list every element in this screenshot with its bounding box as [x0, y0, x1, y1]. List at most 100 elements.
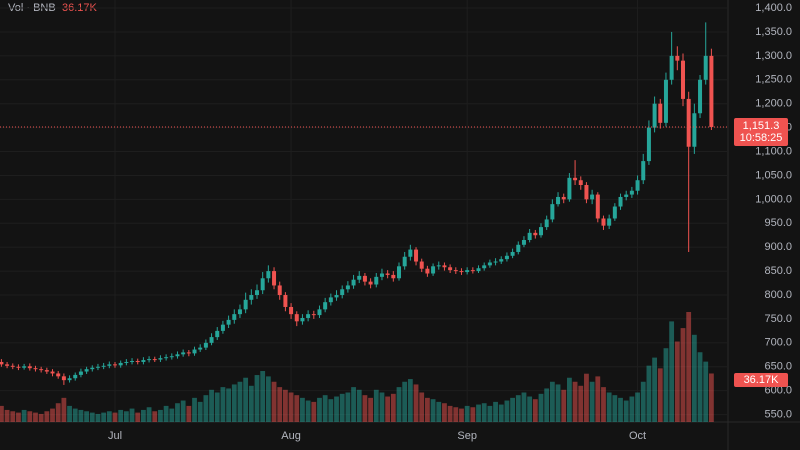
candle-body: [663, 79, 668, 123]
volume-bar: [89, 412, 95, 422]
volume-bar: [510, 397, 515, 422]
candle-body: [436, 265, 441, 267]
candle-body: [374, 276, 379, 285]
volume-bar: [419, 392, 425, 422]
volume-bar: [61, 397, 67, 422]
candle-body: [237, 309, 242, 315]
volume-bar: [396, 387, 402, 422]
candle-body: [402, 256, 407, 267]
volume-bar: [618, 397, 623, 422]
volume-bar: [72, 408, 78, 422]
candle-body: [260, 278, 265, 291]
candle-body: [186, 352, 191, 354]
candle-body: [459, 271, 464, 273]
candle-body: [16, 366, 21, 368]
volume-bar: [470, 407, 476, 422]
y-tick-label: 900.0: [764, 241, 792, 253]
volume-bar: [691, 334, 697, 422]
volume-bar: [334, 396, 339, 422]
candle-body: [130, 361, 135, 363]
candle-body: [249, 295, 254, 300]
volume-bar: [680, 328, 686, 422]
volume-bar: [118, 409, 124, 422]
candle-body: [544, 219, 549, 228]
volume-bar: [322, 395, 328, 422]
candle-body: [243, 299, 248, 310]
candle-body: [198, 347, 203, 350]
candle-body: [448, 267, 453, 271]
candle-body: [612, 206, 617, 219]
volume-bar: [356, 389, 362, 422]
candle-body: [391, 274, 396, 279]
volume-bar: [385, 396, 391, 422]
candle-body: [669, 55, 674, 80]
candle-body: [141, 360, 146, 362]
volume-bar: [84, 411, 89, 422]
candle-body: [300, 317, 305, 322]
candle-body: [56, 373, 61, 377]
candle-body: [431, 266, 436, 274]
candle-body: [618, 196, 623, 207]
candle-body: [61, 376, 66, 381]
candle-body: [169, 356, 174, 358]
volume-bar: [703, 361, 709, 422]
volume-bar: [652, 357, 657, 422]
volume-bar: [572, 381, 578, 422]
volume-bar: [231, 384, 237, 422]
volume-bar: [402, 381, 408, 422]
volume-bar: [254, 375, 260, 422]
candle-body: [84, 369, 89, 372]
candle-body: [442, 265, 447, 268]
last-price-label: 1,151.3: [743, 120, 780, 132]
volume-bar: [55, 403, 61, 422]
volume-bar: [640, 381, 646, 422]
candle-body: [113, 364, 117, 366]
volume-bar: [10, 411, 16, 422]
candle-body: [266, 271, 271, 279]
candle-body: [22, 366, 27, 368]
candle-body: [164, 357, 169, 359]
candle-body: [226, 319, 231, 325]
candle-body: [181, 352, 186, 355]
candle-body: [340, 289, 345, 296]
candle-body: [232, 314, 237, 320]
volume-bar: [288, 392, 294, 422]
volume-bar: [226, 388, 231, 422]
y-tick-label: 1,200.0: [755, 98, 792, 110]
candle-body: [590, 194, 595, 200]
volume-bar: [305, 400, 311, 422]
volume-bar: [464, 405, 470, 422]
candle-body: [595, 194, 600, 219]
volume-bar: [27, 411, 33, 422]
volume-bar: [175, 403, 180, 422]
volume-bar: [589, 381, 595, 422]
candle-body: [277, 285, 282, 296]
y-tick-label: 650.0: [764, 361, 792, 373]
candle-body: [703, 55, 708, 80]
candle-body: [73, 374, 78, 379]
volume-bar: [504, 400, 510, 422]
volume-bar: [538, 393, 544, 422]
candle-body: [601, 218, 606, 226]
candle-body: [476, 268, 481, 272]
candle-body: [289, 306, 294, 315]
volume-bar: [197, 401, 203, 422]
volume-bar: [669, 321, 675, 422]
candle-body: [50, 371, 55, 374]
volume-bar: [459, 408, 464, 422]
candle-body: [175, 354, 180, 357]
candle-body: [272, 271, 277, 286]
volume-bar: [163, 405, 169, 422]
candle-body: [10, 365, 15, 367]
volume-bar: [339, 393, 345, 422]
volume-bar: [38, 413, 44, 422]
volume-bar: [106, 411, 112, 422]
candle-body: [686, 98, 691, 147]
y-tick-label: 1,000.0: [755, 193, 792, 205]
candle-body: [5, 364, 10, 366]
y-tick-label: 1,300.0: [755, 50, 792, 62]
candle-body: [67, 378, 72, 381]
volume-bar: [629, 396, 635, 422]
